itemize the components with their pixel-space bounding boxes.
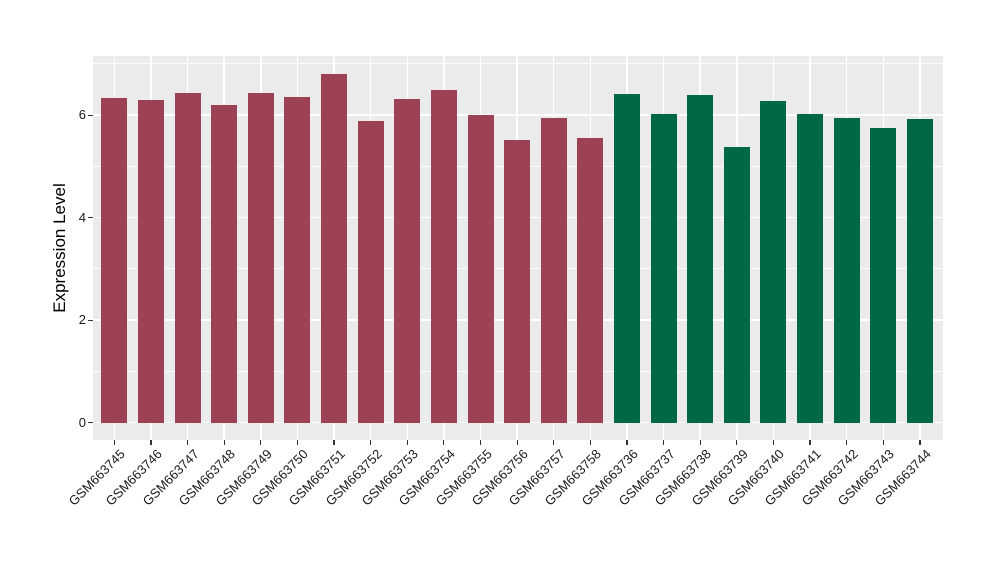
x-tick: [809, 440, 811, 445]
bar-gsm663737: [650, 114, 677, 423]
y-tick: [88, 217, 93, 219]
bar-gsm663752: [357, 120, 384, 423]
x-tick: [736, 440, 738, 445]
x-tick: [699, 440, 701, 445]
bar-gsm663745: [101, 97, 128, 423]
x-tick: [296, 440, 298, 445]
plot-panel: [93, 56, 943, 440]
bar-gsm663753: [394, 99, 421, 423]
x-tick: [919, 440, 921, 445]
y-tick: [88, 319, 93, 321]
bar-gsm663743: [870, 127, 897, 423]
x-tick: [260, 440, 262, 445]
x-tick: [370, 440, 372, 445]
bar-gsm663736: [613, 94, 640, 423]
y-tick-label: 6: [78, 107, 86, 123]
bar-gsm663738: [687, 94, 714, 423]
x-tick: [443, 440, 445, 445]
x-tick: [333, 440, 335, 445]
x-tick: [516, 440, 518, 445]
bar-gsm663751: [321, 73, 348, 423]
bar-gsm663741: [797, 114, 824, 423]
x-tick: [479, 440, 482, 445]
y-tick: [88, 114, 93, 116]
bar-gsm663755: [467, 114, 494, 423]
y-tick-label: 4: [78, 209, 86, 225]
bar-gsm663758: [577, 137, 604, 423]
x-tick: [772, 440, 775, 445]
gridline: [93, 63, 943, 65]
x-tick: [223, 440, 225, 445]
x-tick: [663, 440, 665, 445]
bar-gsm663750: [284, 96, 311, 423]
x-tick: [882, 440, 884, 445]
x-tick: [626, 440, 628, 445]
gridline: [93, 114, 943, 116]
x-tick: [553, 440, 555, 445]
bar-gsm663749: [247, 93, 274, 423]
bar-gsm663747: [174, 93, 201, 423]
y-tick-label: 2: [78, 312, 86, 328]
x-tick: [846, 440, 848, 445]
bar-gsm663748: [211, 105, 238, 423]
bar-gsm663740: [760, 100, 787, 423]
x-tick: [186, 440, 189, 445]
gridline: [93, 421, 943, 424]
x-tick: [406, 440, 408, 445]
x-tick: [113, 440, 115, 445]
bar-gsm663757: [540, 117, 567, 423]
bar-gsm663756: [504, 140, 531, 423]
bar-gsm663746: [137, 99, 164, 423]
x-tick: [589, 440, 591, 445]
bar-gsm663739: [723, 146, 750, 423]
bar-gsm663744: [906, 119, 933, 423]
y-tick-label: 0: [78, 414, 86, 430]
x-tick: [150, 440, 152, 445]
y-tick: [88, 422, 93, 424]
bar-gsm663754: [430, 90, 457, 423]
y-axis-title: Expression Level: [50, 183, 69, 313]
bar-gsm663742: [833, 117, 860, 423]
